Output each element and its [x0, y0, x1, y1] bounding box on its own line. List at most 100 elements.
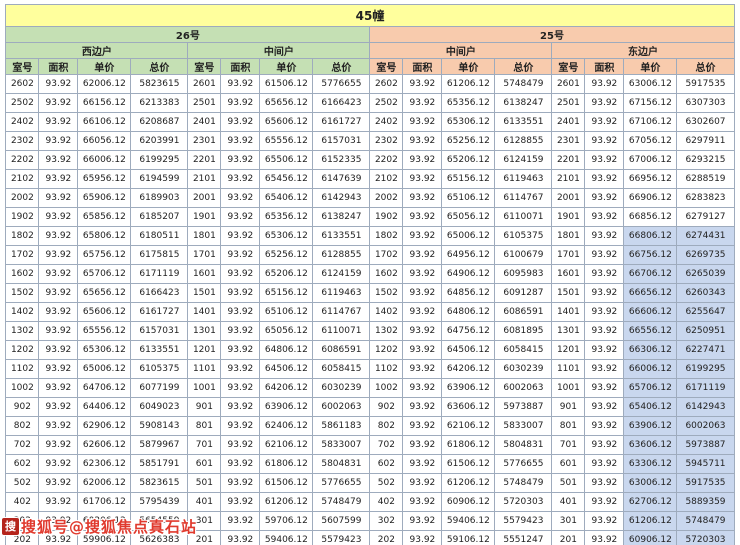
column-header-area: 面积	[402, 58, 443, 75]
cell-total-price: 6058415	[312, 359, 371, 379]
cell-total-price: 6175815	[130, 245, 189, 265]
cell-unit-price: 65456.12	[259, 169, 314, 189]
cell-room-number: 202	[369, 530, 404, 545]
cell-total-price: 6302607	[676, 112, 735, 132]
cell-area: 93.92	[584, 283, 625, 303]
cell-total-price: 5626383	[130, 530, 189, 545]
cell-total-price: 6157031	[130, 321, 189, 341]
cell-room-number: 401	[187, 492, 222, 512]
cell-total-price: 6189903	[130, 188, 189, 208]
table-row: 1302 93.92 65556.12 6157031 1301 93.92 65056.1…	[5, 321, 735, 341]
building-title: 45幢	[5, 4, 735, 27]
cell-area: 93.92	[38, 169, 79, 189]
cell-unit-price: 61206.12	[259, 492, 314, 512]
cell-unit-price: 65756.12	[77, 245, 132, 265]
cell-room-number: 1601	[551, 264, 586, 284]
cell-unit-price: 65206.12	[259, 264, 314, 284]
cell-total-price: 6095983	[494, 264, 553, 284]
price-table: 45幢 26号 25号 西边户 中间户 中间户 东边户 室号 面积 单价 总价 室号 面积 单价 总价…	[5, 4, 735, 545]
cell-area: 93.92	[402, 359, 443, 379]
cell-room-number: 1702	[5, 245, 40, 265]
cell-room-number: 1202	[369, 340, 404, 360]
cell-room-number: 1002	[5, 378, 40, 398]
title-row: 45幢	[5, 4, 735, 27]
cell-total-price: 6161727	[130, 302, 189, 322]
table-row: 1402 93.92 65606.12 6161727 1401 93.92 65106.1…	[5, 302, 735, 322]
cell-total-price: 6213383	[130, 93, 189, 113]
cell-total-price: 5879967	[130, 435, 189, 455]
cell-area: 93.92	[220, 264, 261, 284]
cell-total-price: 6086591	[312, 340, 371, 360]
cell-area: 93.92	[220, 302, 261, 322]
cell-room-number: 1801	[187, 226, 222, 246]
cell-unit-price: 65156.12	[259, 283, 314, 303]
cell-total-price: 6288519	[676, 169, 735, 189]
cell-total-price: 5579423	[494, 511, 553, 531]
cell-room-number: 1302	[5, 321, 40, 341]
cell-total-price: 6142943	[312, 188, 371, 208]
cell-total-price: 5851791	[130, 454, 189, 474]
cell-area: 93.92	[584, 378, 625, 398]
cell-room-number: 2102	[5, 169, 40, 189]
cell-total-price: 6293215	[676, 150, 735, 170]
cell-unit-price: 65056.12	[259, 321, 314, 341]
cell-area: 93.92	[402, 530, 443, 545]
cell-area: 93.92	[584, 416, 625, 436]
cell-total-price: 5748479	[494, 473, 553, 493]
cell-area: 93.92	[220, 492, 261, 512]
column-header-room-number: 室号	[551, 58, 586, 75]
cell-total-price: 6199295	[130, 150, 189, 170]
cell-room-number: 2001	[551, 188, 586, 208]
cell-room-number: 502	[369, 473, 404, 493]
cell-unit-price: 65906.12	[77, 188, 132, 208]
cell-total-price: 5823615	[130, 473, 189, 493]
column-header-row: 室号 面积 单价 总价 室号 面积 单价 总价 室号 面积 单价 总价 室号 面积 单价 总价	[5, 58, 735, 75]
cell-room-number: 2202	[369, 150, 404, 170]
cell-room-number: 901	[187, 397, 222, 417]
cell-unit-price: 66856.12	[623, 207, 678, 227]
cell-unit-price: 64506.12	[441, 340, 496, 360]
cell-unit-price: 61206.12	[441, 473, 496, 493]
table-row: 2102 93.92 65956.12 6194599 2101 93.92 65456.1…	[5, 169, 735, 189]
cell-area: 93.92	[584, 207, 625, 227]
cell-room-number: 502	[5, 473, 40, 493]
cell-area: 93.92	[220, 188, 261, 208]
cell-room-number: 802	[5, 416, 40, 436]
column-header-area: 面积	[38, 58, 79, 75]
cell-area: 93.92	[402, 226, 443, 246]
cell-room-number: 1402	[5, 302, 40, 322]
cell-room-number: 1401	[187, 302, 222, 322]
cell-area: 93.92	[220, 93, 261, 113]
table-row: 1902 93.92 65856.12 6185207 1901 93.92 65356.1…	[5, 207, 735, 227]
cell-unit-price: 63906.12	[441, 378, 496, 398]
cell-total-price: 6199295	[676, 359, 735, 379]
cell-room-number: 302	[369, 511, 404, 531]
cell-unit-price: 62006.12	[77, 74, 132, 94]
section-label: 东边户	[551, 42, 735, 59]
cell-total-price: 5804831	[494, 435, 553, 455]
cell-total-price: 6152335	[312, 150, 371, 170]
cell-room-number: 601	[187, 454, 222, 474]
cell-room-number: 2402	[369, 112, 404, 132]
cell-room-number: 1101	[551, 359, 586, 379]
cell-room-number: 1202	[5, 340, 40, 360]
cell-unit-price: 63906.12	[259, 397, 314, 417]
cell-room-number: 302	[5, 511, 40, 531]
cell-room-number: 902	[369, 397, 404, 417]
cell-total-price: 6002063	[676, 416, 735, 436]
section-row: 西边户 中间户 中间户 东边户	[5, 42, 735, 59]
cell-unit-price: 65806.12	[77, 226, 132, 246]
table-row: 1102 93.92 65006.12 6105375 1101 93.92 64506.1…	[5, 359, 735, 379]
cell-area: 93.92	[220, 245, 261, 265]
cell-total-price: 6138247	[312, 207, 371, 227]
table-row: 702 93.92 62606.12 5879967 701 93.92 62106.12 5…	[5, 435, 735, 455]
column-header-unit-price: 单价	[623, 58, 678, 75]
cell-unit-price: 59106.12	[441, 530, 496, 545]
cell-room-number: 2302	[5, 131, 40, 151]
cell-room-number: 2602	[369, 74, 404, 94]
cell-total-price: 5776655	[312, 74, 371, 94]
cell-area: 93.92	[402, 473, 443, 493]
cell-total-price: 6166423	[130, 283, 189, 303]
cell-room-number: 1902	[369, 207, 404, 227]
cell-total-price: 6180511	[130, 226, 189, 246]
